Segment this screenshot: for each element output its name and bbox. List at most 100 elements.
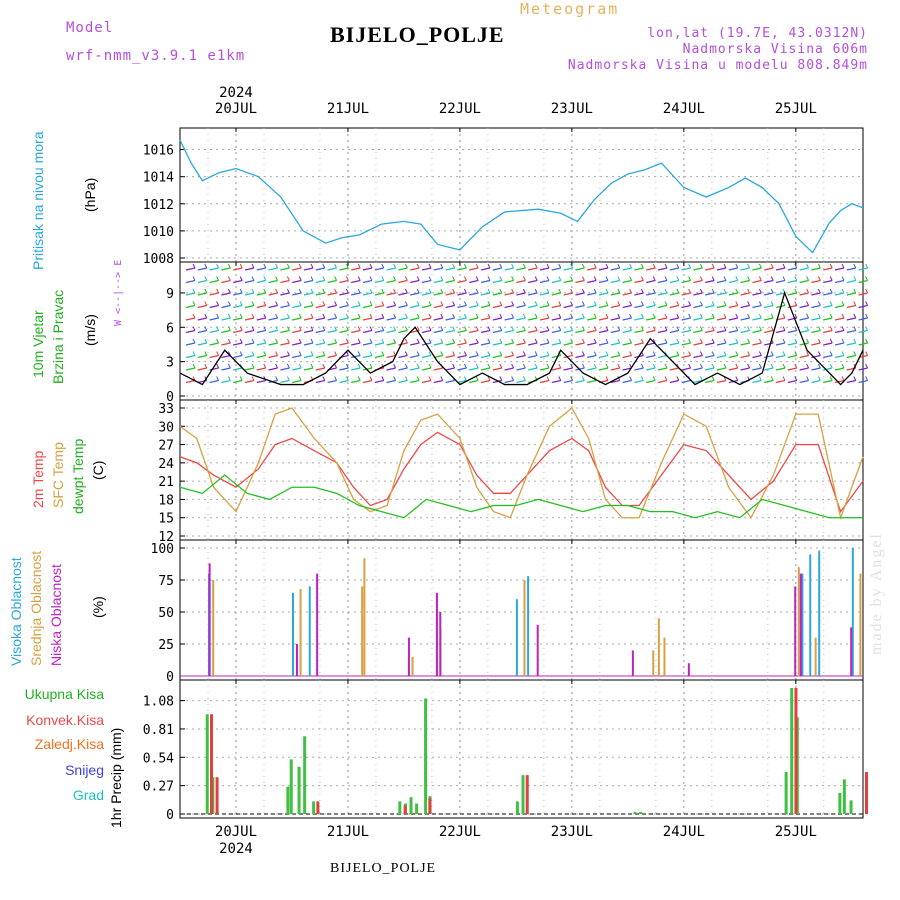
wind-barb-flag: [298, 288, 302, 294]
wind-barb: [410, 379, 420, 384]
wind-barb-flag: [664, 301, 668, 306]
wind-barb-flag: [581, 288, 585, 294]
wind-barb: [386, 354, 396, 359]
wind-barb-flag: [640, 276, 644, 281]
wind-barb-flag: [475, 351, 479, 356]
wind-barb-flag: [581, 263, 585, 269]
wind-barb: [480, 379, 491, 384]
wind-barb: [622, 379, 632, 384]
wind-barb: [728, 329, 738, 334]
cloud-bar: [212, 580, 215, 676]
wind-barb: [563, 317, 573, 321]
wind-barb: [846, 267, 856, 271]
wind-barb: [539, 367, 550, 371]
wind-barb: [799, 367, 809, 371]
wind-barb: [528, 279, 538, 284]
wind-barb: [315, 317, 325, 321]
wind-barb-flag: [570, 338, 574, 344]
precip-bar: [842, 779, 846, 814]
precip-bar: [398, 801, 402, 814]
wind-barb-flag: [263, 351, 267, 356]
wind-barb: [268, 342, 278, 346]
wind-barb-flag: [227, 326, 231, 331]
wind-barb-flag: [475, 363, 479, 369]
date-label-top: 21JUL: [327, 101, 369, 117]
wind-barb-flag: [192, 326, 196, 331]
wind-barb: [575, 267, 585, 271]
wind-barb-flag: [263, 338, 267, 344]
wind-barb-flag: [227, 263, 231, 269]
wind-barb-flag: [617, 288, 621, 294]
wind-barb: [362, 317, 373, 321]
wind-barb-flag: [570, 288, 574, 294]
wind-barb-flag: [640, 363, 644, 369]
wind-barb: [480, 279, 491, 284]
cloud-bar: [801, 573, 804, 676]
wind-barb: [516, 304, 526, 309]
wind-barb-flag: [770, 288, 774, 294]
wind-barb: [610, 304, 620, 309]
date-label-bottom: 25JUL: [775, 824, 817, 840]
wind-barb: [823, 292, 833, 296]
temp-line-0: [179, 431, 864, 514]
wind-barb-flag: [688, 288, 692, 294]
wind-barb: [705, 342, 715, 346]
pressure-panel: [179, 139, 864, 254]
wind-barb: [610, 379, 620, 384]
wind-barb: [740, 267, 750, 271]
wind-barb: [775, 367, 786, 371]
wind-barb: [728, 342, 738, 346]
wind-barb: [280, 317, 290, 321]
wind-barb-flag: [404, 288, 408, 294]
footer-station: BIJELO_POLJE: [330, 861, 437, 876]
wind-barb: [646, 317, 656, 321]
wind-barb-flag: [546, 351, 550, 356]
wind-barb-flag: [192, 313, 196, 319]
wind-barb-flag: [404, 301, 408, 306]
wind-barb: [351, 292, 361, 296]
wind-barb-flag: [216, 326, 220, 331]
wind-barb-flag: [499, 338, 503, 344]
wind-barb-flag: [688, 313, 692, 319]
wind-barb-flag: [322, 326, 326, 331]
wind-barb: [351, 342, 361, 346]
wind-barb: [716, 354, 727, 359]
wind-barb: [292, 267, 302, 271]
wind-barb: [362, 267, 373, 271]
wind-barb-flag: [452, 263, 456, 269]
wind-barb: [728, 367, 738, 371]
precip-bar: [403, 805, 407, 814]
wind-barb: [398, 304, 408, 309]
wind-barb: [598, 279, 609, 284]
date-label-bottom: 24JUL: [663, 824, 705, 840]
wind-barb-flag: [251, 351, 255, 356]
wind-barb-flag: [652, 288, 656, 294]
wind-barb-flag: [676, 376, 680, 381]
wind-barb-flag: [511, 263, 515, 269]
wind-barb-flag: [688, 263, 692, 269]
wind-barb: [528, 342, 538, 346]
wind-barb: [280, 379, 290, 384]
wind-barb: [551, 317, 561, 321]
wind-barb: [469, 317, 479, 321]
wind-barb-flag: [428, 276, 432, 281]
wind-barb-flag: [239, 276, 243, 281]
wind-barb-flag: [322, 363, 326, 369]
wind-barb: [516, 379, 526, 384]
wind-barb-flag: [817, 363, 821, 369]
wind-barb: [374, 267, 384, 271]
wind-barb: [787, 317, 797, 321]
wind-barb-flag: [404, 376, 408, 381]
wind-barb-flag: [416, 363, 420, 369]
wind-barb-flag: [581, 363, 585, 369]
wind-barb: [539, 304, 550, 309]
wind-barb-flag: [499, 276, 503, 281]
wind-barb-flag: [617, 351, 621, 356]
wind-barb: [846, 354, 856, 359]
wind-barb: [681, 267, 691, 271]
wind-barb: [374, 342, 384, 346]
date-label-bottom: 20JUL: [215, 824, 257, 840]
wind-barb-flag: [251, 338, 255, 344]
wind-barb-flag: [629, 338, 633, 344]
